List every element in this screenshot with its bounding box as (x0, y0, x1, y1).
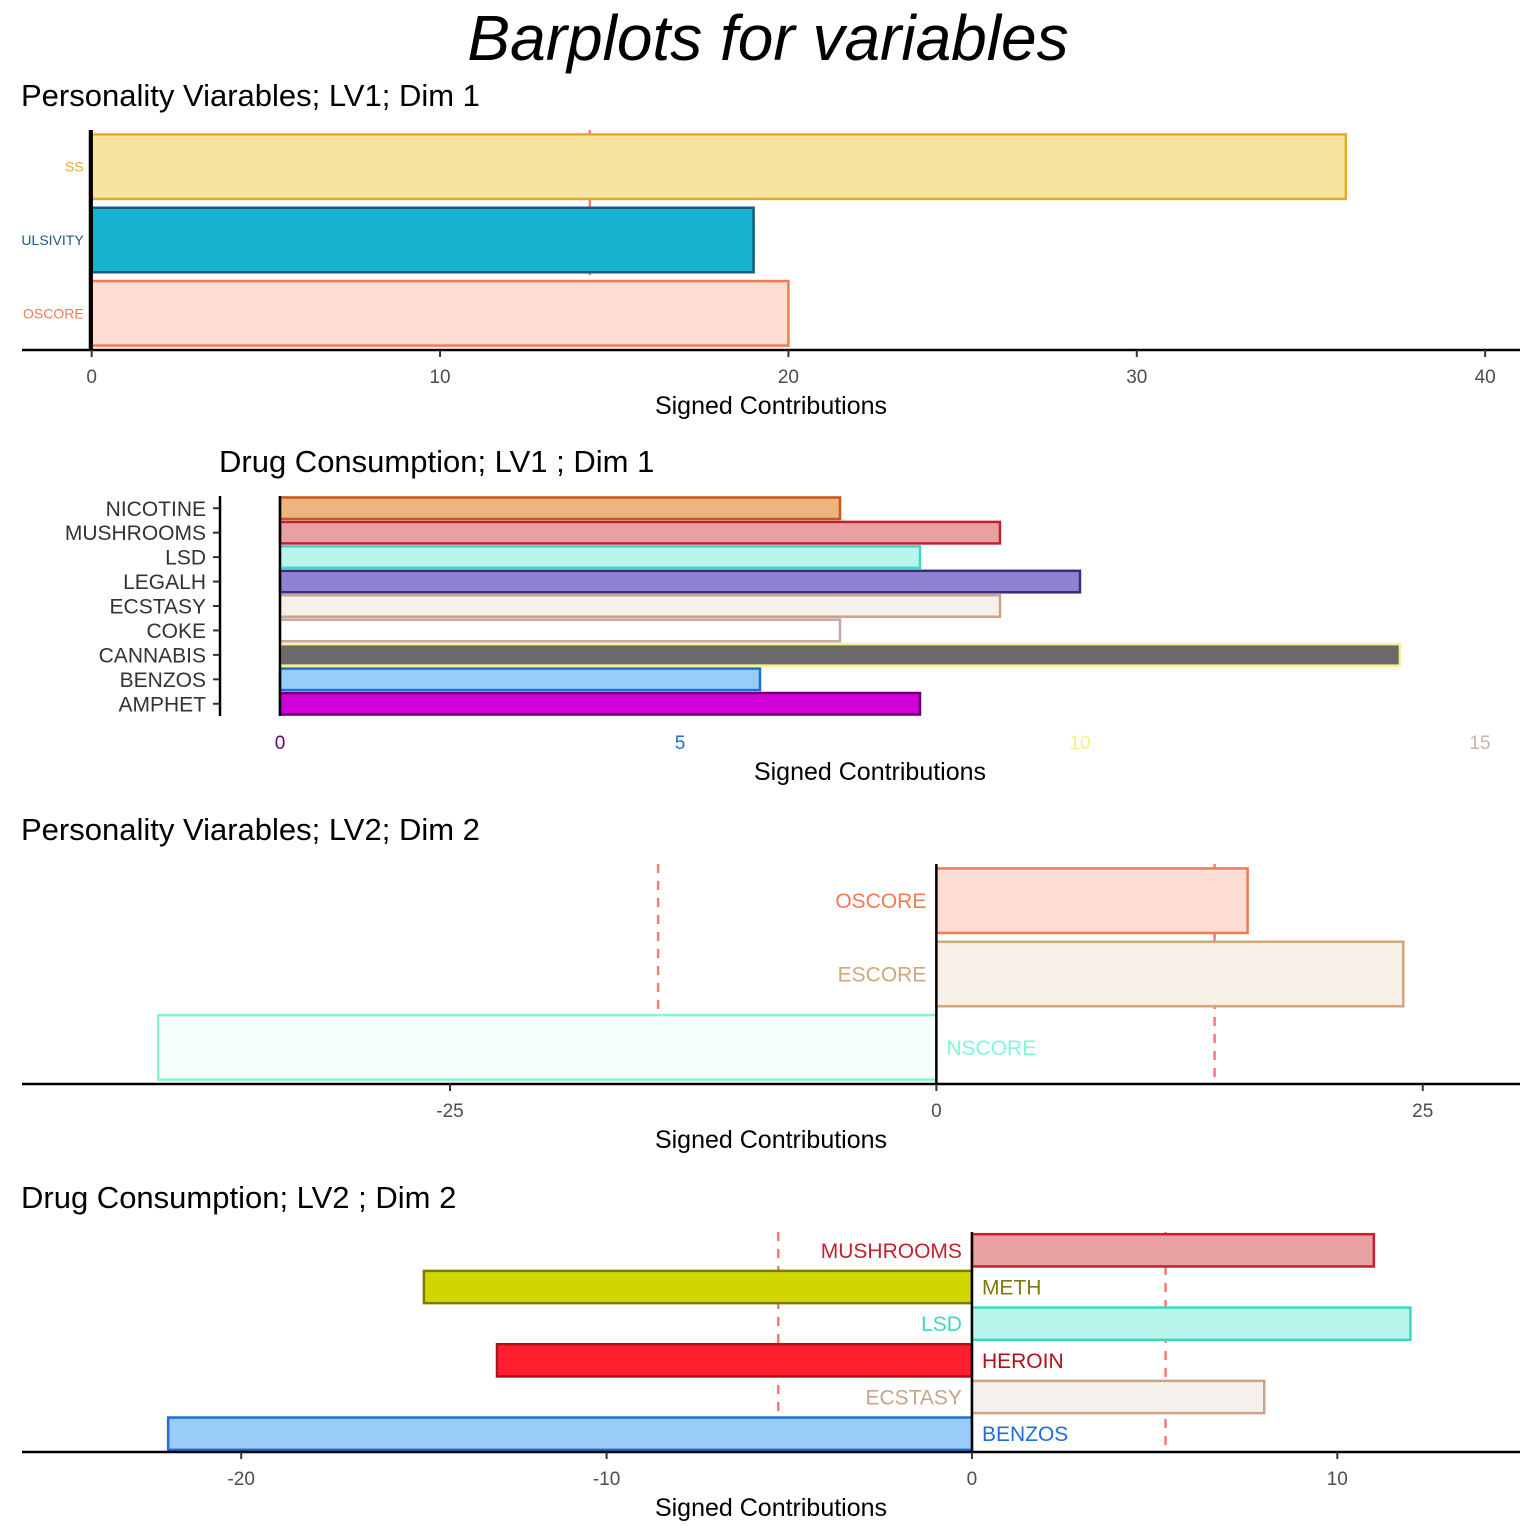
p0-label-oscore: OSCORE (23, 305, 84, 321)
p3-label-meth: METH (982, 1277, 1041, 1300)
p1-label-lsd: LSD (165, 547, 206, 570)
p1-xtick-label-3: 15 (1469, 733, 1490, 754)
p1-xtick-label-0: 0 (275, 733, 286, 754)
p2-bar-oscore (935, 867, 1249, 935)
p1-xtick-label-2: 10 (1069, 733, 1090, 754)
p1-bar-cannabis (278, 642, 1402, 667)
p1-bar-ecstasy (278, 593, 1002, 619)
panel-title-drug-lv1: Drug Consumption; LV1 ; Dim 1 (219, 444, 655, 479)
p3-xlabel: Signed Contributions (655, 1494, 887, 1522)
p1-bar-benzos (278, 667, 762, 692)
p3-label-benzos: BENZOS (982, 1423, 1068, 1446)
p1-label-mushrooms: MUSHROOMS (65, 522, 206, 545)
p2-xlabel: Signed Contributions (655, 1126, 887, 1154)
panel-title-drug-lv2: Drug Consumption; LV2 ; Dim 2 (21, 1180, 457, 1215)
p3-label-heroin: HEROIN (982, 1350, 1064, 1373)
p3-bar-meth (422, 1269, 974, 1305)
p3-bar-lsd (970, 1306, 1412, 1342)
p1-label-benzos: BENZOS (120, 669, 206, 692)
p3-bar-mushrooms (970, 1232, 1376, 1268)
p1-bar-mushrooms (278, 520, 1002, 545)
p1-label-ecstasy: ECSTASY (110, 596, 206, 619)
p0-label-ulsivity: ULSIVITY (21, 232, 84, 248)
p2-label-oscore: OSCORE (835, 890, 926, 913)
p1-bar-coke (278, 618, 842, 643)
p0-xtick-label-1: 10 (429, 367, 450, 388)
p2-xtick-label-0: -25 (436, 1101, 463, 1122)
p1-label-amphet: AMPHET (118, 693, 206, 716)
p3-xtick-label-2: 0 (967, 1469, 978, 1490)
main-title: Barplots for variables (467, 2, 1069, 74)
p0-xtick-label-0: 0 (86, 367, 97, 388)
p1-bar-amphet (278, 691, 922, 716)
p0-label-ss: SS (65, 159, 84, 175)
panel-title-personality-lv2: Personality Viarables; LV2; Dim 2 (21, 812, 480, 847)
p3-xtick-label-1: -10 (593, 1469, 620, 1490)
p2-label-escore: ESCORE (838, 964, 927, 987)
p0-xtick-label-3: 30 (1126, 367, 1147, 388)
panel-title-personality-lv1: Personality Viarables; LV1; Dim 1 (21, 78, 480, 113)
p2-xtick-label-2: 25 (1412, 1101, 1433, 1122)
p1-xlabel: Signed Contributions (754, 758, 986, 786)
p1-label-nicotine: NICOTINE (106, 498, 206, 521)
p3-xtick-label-0: -20 (227, 1469, 254, 1490)
p1-bar-legalh (278, 569, 1082, 594)
p2-bar-escore (935, 940, 1405, 1008)
p0-xtick-label-4: 40 (1475, 367, 1496, 388)
p3-bar-ecstasy (970, 1379, 1266, 1415)
p3-label-mushrooms: MUSHROOMS (821, 1240, 962, 1263)
p0-bar-ss (90, 133, 1348, 201)
p3-label-ecstasy: ECSTASY (865, 1387, 961, 1410)
p1-bar-lsd (278, 545, 922, 570)
p3-bar-benzos (166, 1416, 974, 1452)
p1-label-coke: COKE (146, 620, 206, 643)
p3-xtick-label-3: 10 (1327, 1469, 1348, 1490)
p0-bar-ulsivity (90, 206, 755, 274)
p1-xtick-label-1: 5 (675, 733, 686, 754)
p3-label-lsd: LSD (921, 1313, 962, 1336)
p3-bar-heroin (495, 1342, 974, 1378)
p1-label-legalh: LEGALH (123, 571, 206, 594)
p2-xtick-label-1: 0 (931, 1101, 942, 1122)
p0-xlabel: Signed Contributions (655, 392, 887, 420)
p0-xtick-label-2: 20 (778, 367, 799, 388)
p2-label-nscore: NSCORE (946, 1037, 1036, 1060)
p1-bar-nicotine (278, 496, 842, 521)
p0-bar-oscore (90, 279, 790, 347)
p1-label-cannabis: CANNABIS (99, 644, 206, 667)
p2-bar-nscore (156, 1013, 938, 1081)
